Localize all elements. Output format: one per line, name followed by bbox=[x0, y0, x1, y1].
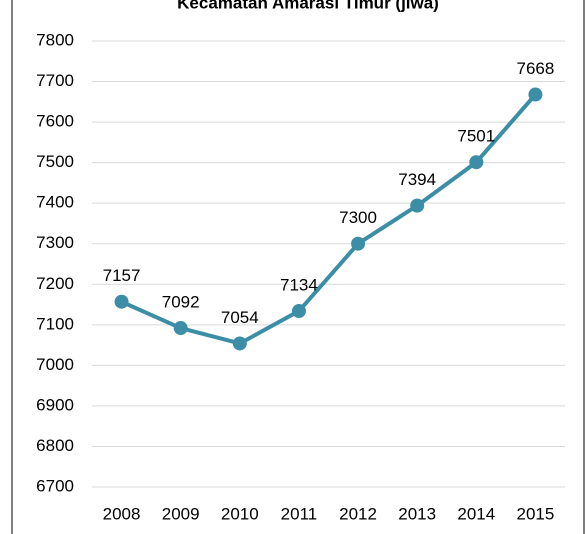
data-label: 7501 bbox=[457, 127, 495, 146]
y-tick-label: 7800 bbox=[36, 30, 74, 49]
x-tick-label: 2013 bbox=[398, 504, 436, 523]
point bbox=[173, 321, 188, 336]
x-tick-label: 2015 bbox=[517, 504, 555, 523]
x-tick-label: 2011 bbox=[281, 504, 318, 523]
line bbox=[120, 93, 537, 346]
y-tick-label: 7700 bbox=[36, 71, 74, 90]
point bbox=[351, 236, 366, 251]
point bbox=[291, 304, 306, 319]
data-label: 7668 bbox=[517, 59, 555, 78]
data-label: 7300 bbox=[339, 208, 377, 227]
data-label: 7394 bbox=[398, 170, 436, 189]
data-label: 7054 bbox=[221, 308, 259, 327]
x-tick-label: 2010 bbox=[221, 504, 259, 523]
x-tick-label: 2008 bbox=[103, 504, 141, 523]
y-tick-label: 7400 bbox=[36, 193, 74, 212]
point bbox=[232, 336, 247, 351]
x-tick-label: 2012 bbox=[339, 504, 377, 523]
y-tick-label: 7200 bbox=[36, 274, 74, 293]
y-tick-label: 7600 bbox=[36, 112, 74, 131]
point bbox=[469, 155, 484, 170]
point bbox=[528, 87, 543, 102]
point bbox=[410, 198, 425, 213]
chart-title: Kecamatan Amarasi Timur (jiwa) bbox=[177, 0, 439, 12]
data-label: 7157 bbox=[103, 266, 141, 285]
y-tick-label: 6900 bbox=[36, 395, 74, 414]
point bbox=[114, 294, 129, 309]
y-tick-label: 7500 bbox=[36, 152, 74, 171]
y-tick-label: 7300 bbox=[36, 233, 74, 252]
y-tick-label: 7000 bbox=[36, 355, 74, 374]
chart-frame bbox=[11, 0, 585, 534]
data-label: 7092 bbox=[162, 293, 200, 312]
y-tick-label: 6800 bbox=[36, 436, 74, 455]
data-label: 7134 bbox=[280, 276, 318, 295]
x-tick-label: 2014 bbox=[457, 504, 495, 523]
y-tick-label: 7100 bbox=[36, 314, 74, 333]
y-tick-label: 6700 bbox=[36, 476, 74, 495]
x-tick-label: 2009 bbox=[162, 504, 200, 523]
